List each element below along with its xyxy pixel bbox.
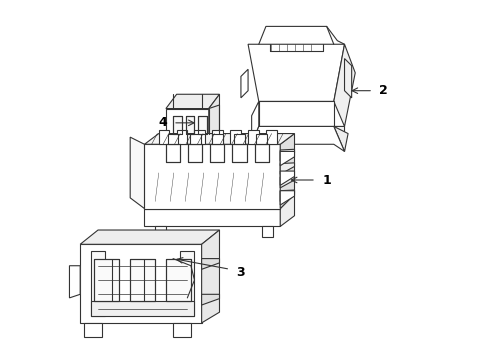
Polygon shape xyxy=(201,230,219,323)
Polygon shape xyxy=(144,208,280,226)
Polygon shape xyxy=(258,102,333,126)
Polygon shape xyxy=(280,194,294,226)
Polygon shape xyxy=(185,116,194,134)
Polygon shape xyxy=(256,134,266,144)
Polygon shape xyxy=(262,226,272,237)
Polygon shape xyxy=(180,251,194,316)
Polygon shape xyxy=(234,134,244,144)
Polygon shape xyxy=(280,191,294,205)
Polygon shape xyxy=(265,130,276,144)
Polygon shape xyxy=(201,258,219,269)
Polygon shape xyxy=(198,116,206,134)
Polygon shape xyxy=(165,94,219,109)
Polygon shape xyxy=(173,116,182,134)
Polygon shape xyxy=(188,144,202,162)
Polygon shape xyxy=(159,130,169,144)
Polygon shape xyxy=(280,163,294,174)
Polygon shape xyxy=(333,44,354,126)
Polygon shape xyxy=(201,294,219,305)
Polygon shape xyxy=(280,176,294,188)
Polygon shape xyxy=(94,258,119,301)
Text: 1: 1 xyxy=(322,174,330,186)
Text: 3: 3 xyxy=(236,266,245,279)
Polygon shape xyxy=(344,59,351,98)
Polygon shape xyxy=(280,134,294,208)
Polygon shape xyxy=(165,109,208,141)
Polygon shape xyxy=(91,251,105,316)
Polygon shape xyxy=(165,258,190,301)
Text: 4: 4 xyxy=(158,116,166,129)
Polygon shape xyxy=(69,266,80,298)
Polygon shape xyxy=(130,258,155,301)
Polygon shape xyxy=(251,126,344,152)
Polygon shape xyxy=(241,69,247,98)
Polygon shape xyxy=(254,144,268,162)
Polygon shape xyxy=(280,171,294,185)
Polygon shape xyxy=(280,190,294,202)
Polygon shape xyxy=(280,149,294,161)
Polygon shape xyxy=(194,130,205,144)
Polygon shape xyxy=(176,130,187,144)
Polygon shape xyxy=(333,126,344,152)
Polygon shape xyxy=(144,144,280,208)
Polygon shape xyxy=(144,134,294,144)
Polygon shape xyxy=(83,323,102,337)
Polygon shape xyxy=(251,102,258,144)
Polygon shape xyxy=(130,137,144,208)
Polygon shape xyxy=(155,226,165,237)
Polygon shape xyxy=(247,44,344,102)
Polygon shape xyxy=(212,130,223,144)
Polygon shape xyxy=(212,134,222,144)
Polygon shape xyxy=(230,130,241,144)
Polygon shape xyxy=(208,94,219,141)
Polygon shape xyxy=(173,323,190,337)
Polygon shape xyxy=(167,134,178,144)
Polygon shape xyxy=(210,144,224,162)
Polygon shape xyxy=(280,152,294,166)
Polygon shape xyxy=(91,301,194,316)
Polygon shape xyxy=(80,230,219,244)
Polygon shape xyxy=(80,244,201,323)
Text: 2: 2 xyxy=(379,84,387,97)
Polygon shape xyxy=(232,144,246,162)
Polygon shape xyxy=(333,126,347,152)
Polygon shape xyxy=(247,130,258,144)
Polygon shape xyxy=(165,144,180,162)
Polygon shape xyxy=(189,134,200,144)
